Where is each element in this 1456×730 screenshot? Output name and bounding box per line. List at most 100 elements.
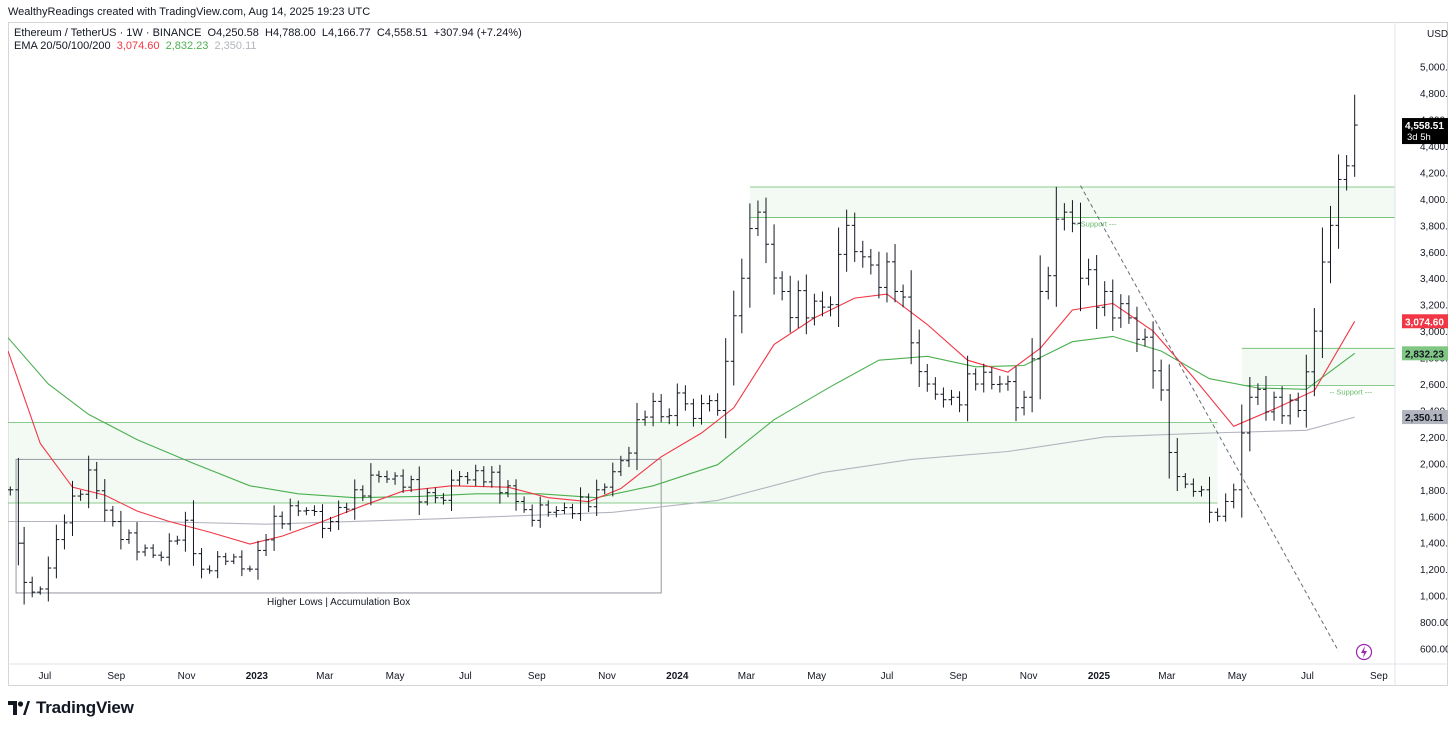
price-chart[interactable]: -- Support --- -- Support --- Higher Lows… <box>8 22 1448 686</box>
price-bar <box>416 466 423 516</box>
price-bar <box>246 565 253 572</box>
price-bar <box>674 383 681 427</box>
y-tick-label: 1,800.00 <box>1420 486 1448 497</box>
price-bar <box>577 487 584 521</box>
price-bar <box>875 251 882 299</box>
price-bar <box>15 457 22 566</box>
accumulation-box-rect <box>15 458 662 594</box>
open-label: O <box>207 27 217 39</box>
price-bar <box>948 389 955 406</box>
price-bar <box>513 479 520 511</box>
open-value: 4,250.58 <box>216 27 259 39</box>
price-bar <box>650 392 657 427</box>
price-bar <box>230 553 237 565</box>
price-bar <box>972 368 979 391</box>
price-bar <box>37 586 44 595</box>
price-bar <box>1238 404 1245 518</box>
price-bar <box>472 464 479 487</box>
price-bar <box>109 505 116 527</box>
x-tick-label: Jul <box>459 671 472 682</box>
price-bar <box>956 391 963 413</box>
change-value: +307.94 (+7.24%) <box>433 27 522 39</box>
y-tick-label: 3,200.00 <box>1420 301 1448 312</box>
ema20-value: 3,074.60 <box>116 40 160 52</box>
price-bar <box>1004 375 1011 391</box>
x-tick-label: May <box>807 671 826 682</box>
ema100-line <box>8 416 1355 525</box>
high-label: H <box>264 27 273 39</box>
tradingview-logo[interactable]: TradingView <box>8 698 134 718</box>
price-bar <box>811 293 818 326</box>
x-tick-label: Mar <box>316 671 334 682</box>
y-tick-label: 2,000.00 <box>1420 459 1448 470</box>
last-price-tag: 4,558.51 <box>1405 121 1444 132</box>
price-bar <box>319 504 326 539</box>
price-bar <box>1077 202 1084 312</box>
price-bar <box>924 363 931 392</box>
accumulation-box-label: Higher Lows | Accumulation Box <box>267 597 410 608</box>
price-bar <box>1303 354 1310 428</box>
price-bar <box>690 398 697 427</box>
y-tick-label: 3,400.00 <box>1420 274 1448 285</box>
x-tick-label: May <box>386 671 405 682</box>
y-tick-label: 600.00 <box>1420 644 1448 655</box>
price-bar <box>1311 308 1318 397</box>
price-bar <box>69 480 76 537</box>
price-bar <box>1109 279 1116 331</box>
y-tick-label: 800.00 <box>1420 618 1448 629</box>
y-tick-label: 3,000.00 <box>1420 327 1448 338</box>
price-bar <box>1351 94 1358 177</box>
price-bar <box>400 469 407 493</box>
price-bar <box>359 485 366 502</box>
price-bar <box>771 224 778 295</box>
price-bar <box>529 504 536 527</box>
price-bar <box>754 200 761 237</box>
price-bar <box>327 516 334 532</box>
y-tick-label: 5,000.00 <box>1420 63 1448 74</box>
ema-legend[interactable]: EMA 20/50/100/200 3,074.60 2,832.23 2,35… <box>14 40 260 52</box>
price-bar <box>1190 478 1197 497</box>
x-tick-label: Mar <box>738 671 756 682</box>
x-tick-label: Sep <box>949 671 967 682</box>
ema20-price-tag-bg <box>1402 314 1448 329</box>
symbol-name: Ethereum / TetherUS · 1W · BINANCE <box>14 27 202 39</box>
price-bar <box>1182 473 1189 489</box>
price-bar <box>1295 392 1302 418</box>
price-bar <box>1142 328 1149 347</box>
price-bar <box>738 258 745 334</box>
price-bar <box>908 270 915 365</box>
low-label: L <box>321 27 328 39</box>
price-bar <box>1287 394 1294 425</box>
y-tick-label: 4,800.00 <box>1420 89 1448 100</box>
price-bar <box>746 203 753 308</box>
price-bar <box>722 338 729 439</box>
y-tick-label: 2,600.00 <box>1420 380 1448 391</box>
x-tick-label: Mar <box>1158 671 1176 682</box>
brand-name: TradingView <box>36 698 134 717</box>
price-bar <box>117 510 124 550</box>
price-bar <box>93 461 100 499</box>
price-bar <box>263 534 270 556</box>
price-bar <box>222 552 229 565</box>
price-bar <box>384 470 391 483</box>
price-bar <box>303 507 310 516</box>
price-bar <box>1246 376 1253 452</box>
price-bar <box>279 511 286 529</box>
price-bar <box>142 544 149 557</box>
downtrend-dashed-line <box>1080 185 1339 652</box>
y-tick-label: 3,800.00 <box>1420 221 1448 232</box>
last-price-tag-bg <box>1402 118 1448 145</box>
high-value: 4,788.00 <box>272 27 316 39</box>
price-bar <box>182 511 189 552</box>
axes: 600.00 800.00 1,000.00 1,200.00 1,400.00 1,60… <box>8 22 1448 686</box>
price-bar <box>537 496 544 528</box>
price-bar <box>996 375 1003 393</box>
price-bar <box>343 502 350 514</box>
price-bar <box>714 393 721 416</box>
y-tick-label: 4,200.00 <box>1420 168 1448 179</box>
price-bar <box>1069 200 1076 233</box>
price-bar <box>625 446 632 468</box>
price-bar <box>1335 154 1342 249</box>
price-bar <box>803 274 810 335</box>
price-bar <box>698 394 705 425</box>
